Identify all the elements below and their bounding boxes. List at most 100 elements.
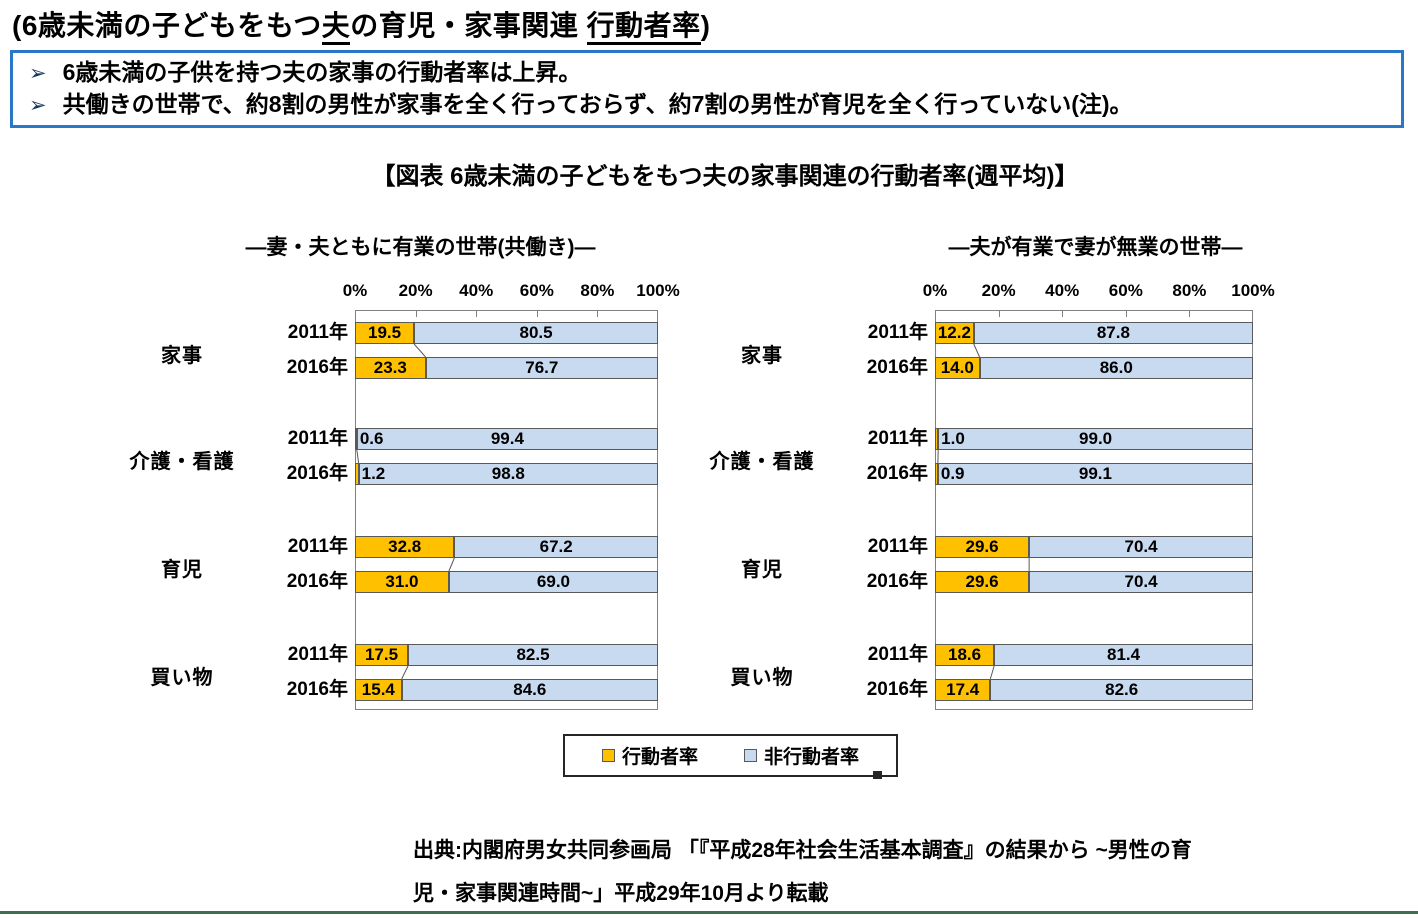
x-axis-tick-label: 60% [519, 281, 554, 300]
bullet-arrow-icon: ➢ [29, 94, 47, 118]
inactive-value-label: 84.6 [513, 680, 547, 699]
inactive-rate-segment [356, 428, 658, 450]
figure-title: 【図表 6歳未満の子どもをもつ夫の家事関連の行動者率(週平均)】 [371, 163, 1079, 190]
active-rate-segment [935, 536, 1030, 558]
year-label: 2016年 [286, 571, 348, 592]
active-value-label: 18.6 [948, 645, 982, 664]
year-label: 2011年 [287, 428, 348, 449]
active-rate-segment [355, 536, 455, 558]
x-axis-tick-label: 0% [342, 281, 368, 300]
bottom-rule [0, 911, 1418, 914]
inactive-rate-segment [937, 463, 1253, 485]
active-rate-segment [355, 644, 409, 666]
page-title-part: 行動者率 [586, 10, 701, 45]
x-axis-tick-label: 0% [922, 281, 948, 300]
callout-text-2: 共働きの世帯で、約8割の男性が家事を全く行っておらず、約7割の男性が育児を全く行… [62, 91, 1133, 118]
active-value-label: 29.6 [965, 537, 999, 556]
axis-tick-mark [1062, 311, 1064, 317]
bar-row: 29.6 70.4 [935, 571, 1253, 593]
inactive-rate-segment [454, 536, 658, 558]
active-value-label: 1.2 [361, 464, 386, 483]
active-value-label: 0.9 [940, 464, 965, 483]
legend-item-active-rate: 行動者率 [601, 742, 698, 769]
inactive-value-label: 82.5 [516, 645, 550, 664]
year-label: 2011年 [287, 322, 348, 343]
year-label: 2016年 [286, 679, 348, 700]
inactive-value-label: 87.8 [1096, 323, 1130, 342]
x-axis-tick-label: 80% [1172, 281, 1207, 300]
active-value-label: 1.0 [941, 429, 965, 448]
inactive-value-label: 70.4 [1124, 537, 1158, 556]
inactive-value-label: 86.0 [1099, 358, 1133, 377]
inactive-value-label: 99.4 [490, 429, 524, 448]
inactive-value-label: 99.0 [1079, 429, 1113, 448]
year-label: 2016年 [866, 463, 928, 484]
page-title-part: の育児・家事関連 [350, 10, 587, 41]
active-rate-segment [935, 428, 939, 450]
inactive-value-label: 70.4 [1124, 572, 1158, 591]
active-rate-segment [355, 571, 449, 593]
inactive-rate-segment [358, 463, 658, 485]
source-line-1: 出典:内閣府男女共同参画局 「『平成28年社会生活基本調査』の結果から ~男性の… [413, 839, 1192, 862]
axis-tick-mark [415, 311, 417, 317]
legend-item-inactive-rate: 非行動者率 [744, 742, 859, 769]
year-label: 2011年 [867, 536, 928, 557]
axis-tick-mark [1189, 311, 1191, 317]
active-value-label: 15.4 [361, 680, 395, 699]
category-label: 家事 [741, 345, 783, 367]
bar-row: 29.6 70.4 [935, 536, 1253, 558]
callout-text-1: 6歳未満の子供を持つ夫の家事の行動者率は上昇。 [62, 59, 582, 86]
active-rate-segment [355, 357, 426, 379]
bar-row: 15.4 84.6 [355, 679, 658, 701]
active-value-label: 17.5 [364, 645, 399, 664]
bar-row: 0.9 99.1 [935, 463, 1253, 485]
year-label: 2016年 [866, 679, 928, 700]
bar-row: 1.0 99.0 [935, 428, 1253, 450]
bar-row: 18.6 81.4 [935, 644, 1253, 666]
year-label: 2011年 [867, 428, 928, 449]
year-label: 2016年 [286, 463, 348, 484]
inactive-rate-segment [414, 322, 658, 344]
category-label: 買い物 [150, 667, 214, 689]
inactive-value-label: 82.6 [1105, 680, 1139, 699]
bar-row: 17.4 82.6 [935, 679, 1253, 701]
active-rate-segment [935, 322, 974, 344]
active-rate-segment [355, 322, 415, 344]
x-axis-tick-label: 100% [636, 281, 680, 300]
inactive-value-label: 80.5 [519, 323, 553, 342]
inactive-value-label: 98.8 [491, 464, 525, 483]
page-title-part: 夫 [321, 10, 351, 45]
inactive-value-label: 67.2 [539, 537, 573, 556]
x-axis-tick-label: 80% [580, 281, 615, 300]
active-rate-segment [935, 357, 980, 379]
year-label: 2011年 [867, 644, 928, 665]
callout-bullet-2: ➢ 共働きの世帯で、約8割の男性が家事を全く行っておらず、約7割の男性が育児を全… [29, 90, 1385, 119]
inactive-rate-segment [994, 644, 1253, 666]
axis-tick-mark [536, 311, 538, 317]
x-axis-tick-label: 40% [1045, 281, 1080, 300]
active-value-label: 29.6 [965, 572, 999, 591]
x-axis-tick-label: 60% [1108, 281, 1143, 300]
active-value-label: 14.0 [940, 358, 974, 377]
axis-tick-mark [998, 311, 1000, 317]
inactive-rate-segment [425, 357, 658, 379]
callout-box: ➢ 6歳未満の子供を持つ夫の家事の行動者率は上昇。 ➢ 共働きの世帯で、約8割の… [10, 50, 1404, 128]
active-rate-segment [355, 428, 357, 450]
bar-row: 19.5 80.5 [355, 322, 658, 344]
active-rate-segment [355, 463, 359, 485]
inactive-value-label: 81.4 [1107, 645, 1141, 664]
active-value-label: 23.3 [373, 358, 407, 377]
inactive-rate-segment [1029, 536, 1253, 558]
year-label: 2016年 [866, 357, 928, 378]
x-axis-tick-label: 20% [981, 281, 1016, 300]
active-value-label: 31.0 [385, 572, 419, 591]
inactive-value-label: 99.1 [1078, 464, 1112, 483]
source-line-2: 児・家事関連時間~」平成29年10月より転載 [413, 882, 829, 905]
legend: 行動者率 非行動者率 [563, 734, 898, 779]
legend-corner-mark [873, 771, 882, 779]
legend-label-inactive-rate: 非行動者率 [764, 747, 860, 768]
x-axis-tick-label: 40% [459, 281, 494, 300]
source-note: 出典:内閣府男女共同参画局 「『平成28年社会生活基本調査』の結果から ~男性の… [413, 829, 1192, 915]
active-value-label: 19.5 [367, 323, 402, 342]
